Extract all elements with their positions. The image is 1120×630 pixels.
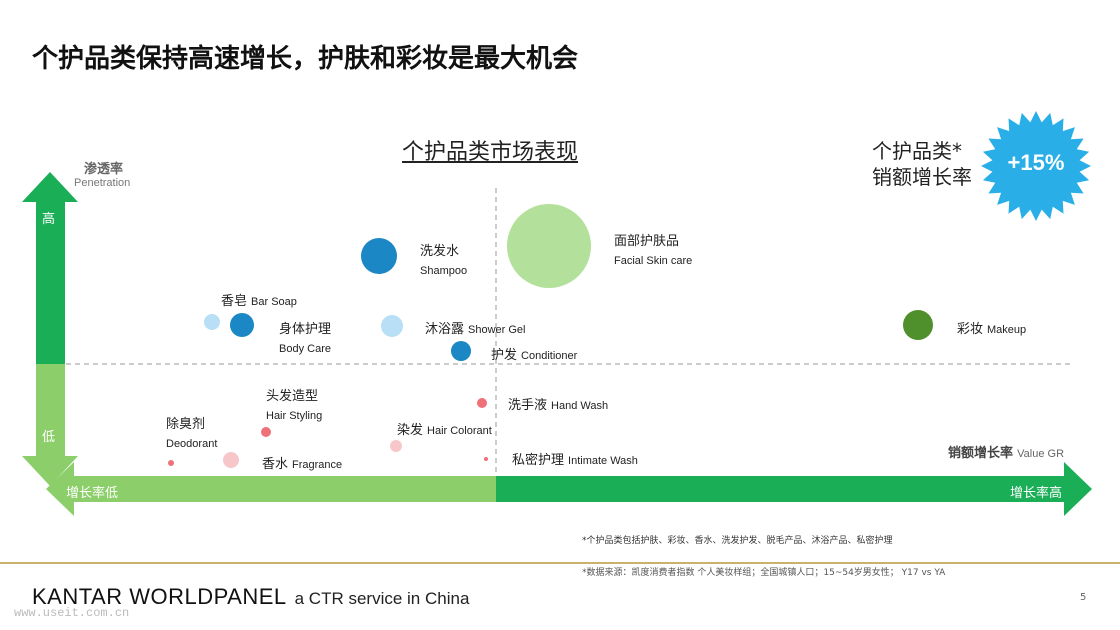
bubble-label: 彩妆 Makeup [957, 318, 1026, 337]
bubble-label-en: Conditioner [521, 350, 578, 362]
x-axis-label: 销额增长率 Value GR [948, 442, 1064, 461]
source-note: *数据来源：凯度消费者指数 个人美妆样组；全国城镇人口；15~54岁男女性； Y… [582, 568, 946, 578]
bubble-label-en: Intimate Wash [568, 455, 638, 467]
bubble-label-en: Shampoo [420, 265, 468, 277]
bubble-bar-soap [204, 314, 220, 330]
watermark: www.useit.com.cn [14, 606, 130, 620]
bubble-hair-styling [261, 427, 271, 437]
brand-logo: KANTAR WORLDPANEL a CTR service in China [32, 584, 469, 610]
bubble-label: 头发造型 Hair Styling [266, 385, 322, 425]
starburst-badge [981, 111, 1091, 221]
bubble-label-en: Facial Skin care [614, 255, 693, 267]
bubble-hand-wash [477, 398, 487, 408]
page-number: 5 [1080, 592, 1087, 603]
bubble-label-cn: 染发 [397, 423, 424, 438]
bubble-label-cn: 沐浴露 [425, 322, 465, 337]
bubble-label: 私密护理 Intimate Wash [512, 449, 638, 468]
bubble-label-en: Fragrance [292, 459, 343, 471]
bubble-label: 香皂 Bar Soap [221, 290, 297, 309]
brand-name: KANTAR WORLDPANEL [32, 584, 287, 609]
bubble-deodorant [168, 460, 174, 466]
x-axis-low-label: 增长率低 [66, 486, 119, 501]
bubble-label: 洗发水 Shampoo [420, 240, 467, 280]
bubble-label: 除臭剂 Deodorant [166, 413, 217, 453]
bubble-fragrance [223, 452, 239, 468]
x-axis-label-cn: 销额增长率 [948, 446, 1014, 461]
y-axis-arrow-high [22, 172, 78, 364]
kpi-value: +15% [1007, 150, 1065, 175]
bubble-label-en: Deodorant [166, 438, 218, 450]
bubble-label-en: Body Care [279, 343, 331, 355]
bubble-makeup [903, 310, 933, 340]
bubble-body-care [230, 313, 254, 337]
bubble-shower-gel [381, 315, 403, 337]
kpi-label-line2: 销额增长率 [872, 165, 972, 189]
bubble-label-cn: 洗发水 [420, 244, 460, 259]
x-axis-arrow-low [46, 462, 496, 516]
x-axis-arrow-high [496, 462, 1092, 516]
category-note: *个护品类包括护肤、彩妆、香水、洗发护发、脱毛产品、沐浴产品、私密护理 [582, 536, 893, 546]
bubble-label-en: Hair Colorant [427, 425, 492, 437]
kpi-label: 个护品类* 销额增长率 [872, 138, 972, 190]
bubble-label-cn: 香皂 [221, 294, 248, 309]
bubble-label-en: Makeup [987, 324, 1027, 336]
y-axis-arrow-low [22, 364, 78, 486]
bubble-label-en: Bar Soap [251, 296, 297, 308]
chart-title: 个护品类市场表现 [402, 140, 579, 165]
bubble-label-en: Hand Wash [551, 400, 609, 412]
bubble-conditioner [451, 341, 471, 361]
bubble-label: 香水 Fragrance [262, 453, 342, 472]
bubble-label-cn: 私密护理 [512, 453, 565, 468]
bubble-label-cn: 洗手液 [508, 398, 548, 413]
bubble-label-cn: 身体护理 [279, 322, 332, 337]
bubble-label-cn: 香水 [262, 457, 289, 472]
bubble-label-en: Shower Gel [468, 324, 526, 336]
page-title: 个护品类保持高速增长，护肤和彩妆是最大机会 [32, 44, 579, 74]
bubble-intimate-wash [484, 457, 488, 461]
bubble-label-cn: 面部护肤品 [614, 234, 680, 249]
footer-divider [0, 562, 1120, 564]
bubble-shampoo [361, 238, 397, 274]
bubble-label-en: Hair Styling [266, 410, 323, 422]
bubble-label: 护发 Conditioner [491, 344, 577, 363]
bubble-label-cn: 护发 [491, 348, 518, 363]
bubble-label: 洗手液 Hand Wash [508, 394, 608, 413]
bubble-label: 染发 Hair Colorant [397, 419, 492, 438]
bubble-label-cn: 头发造型 [266, 389, 319, 404]
y-axis-low-label: 低 [42, 430, 56, 445]
y-axis-label-en: Penetration [74, 177, 131, 189]
x-axis-high-label: 增长率高 [1010, 486, 1063, 501]
kpi-label-line1: 个护品类* [872, 139, 962, 163]
bubble-label: 沐浴露 Shower Gel [425, 318, 526, 337]
bubble-hair-colorant [390, 440, 402, 452]
bubble-facial-skin-care [507, 204, 591, 288]
y-axis-high-label: 高 [42, 212, 56, 227]
starburst-shape [981, 111, 1091, 221]
bubble-label-cn: 除臭剂 [166, 417, 206, 432]
bubble-label: 面部护肤品 Facial Skin care [614, 230, 692, 270]
bubble-label-cn: 彩妆 [957, 322, 984, 337]
bubble-label: 身体护理 Body Care [279, 318, 331, 358]
y-axis-label: 渗透率 [84, 162, 124, 177]
x-axis-label-en: Value GR [1017, 448, 1065, 460]
brand-tagline: a CTR service in China [294, 589, 470, 608]
